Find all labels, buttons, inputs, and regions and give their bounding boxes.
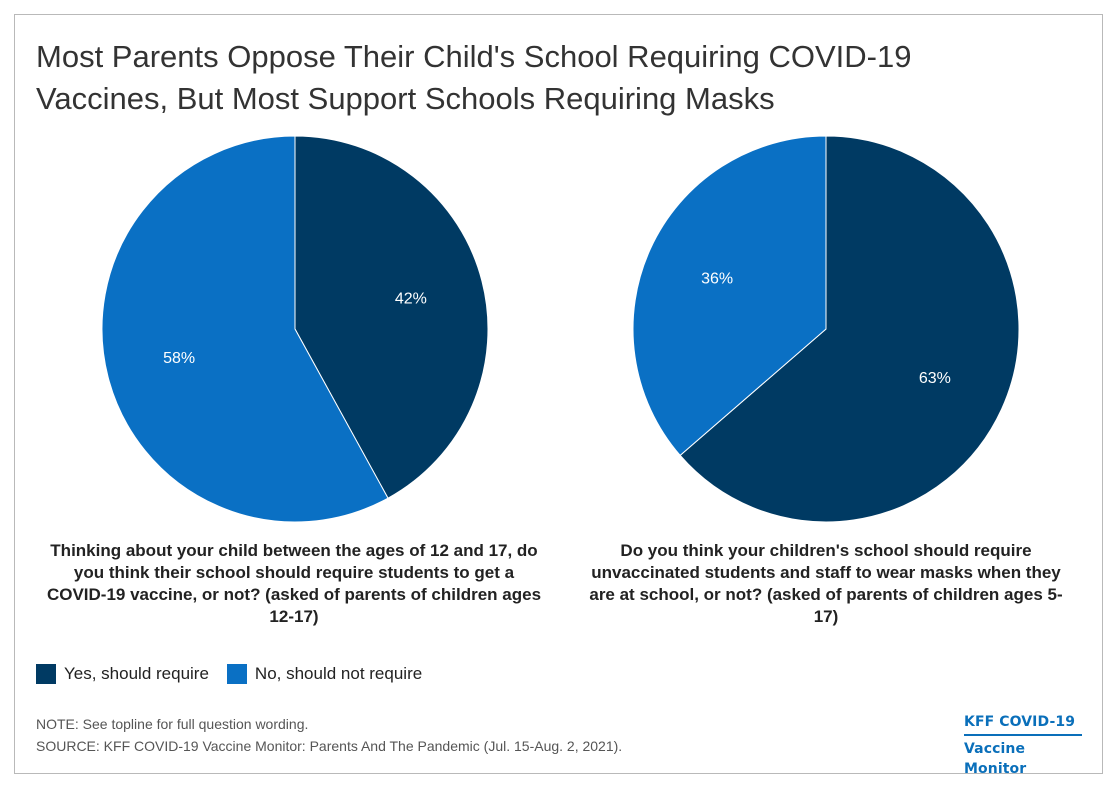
pie-slice-no [101, 135, 389, 523]
pie-data-label-yes: 42% [395, 290, 427, 307]
pie-data-label-no: 58% [163, 350, 195, 367]
legend-item-no: No, should not require [226, 664, 423, 684]
legend-swatch-yes [36, 664, 56, 684]
kff-logo: KFF COVID-19 Vaccine Monitor [964, 712, 1082, 779]
pie-caption-masks: Do you think your children's school shou… [589, 541, 1063, 626]
legend-label-no: No, should not require [254, 664, 423, 683]
pie-slice-yes [294, 135, 489, 499]
note-text: NOTE: See topline for full question word… [36, 716, 309, 732]
legend: Yes, should require No, should not requi… [36, 664, 440, 684]
pie-slice-no [632, 135, 827, 457]
pie-data-label-yes: 63% [919, 370, 951, 387]
logo-line-1: KFF COVID-19 [964, 712, 1082, 736]
legend-item-yes: Yes, should require [36, 664, 209, 684]
pie-chart-vaccine: 42% 58% [101, 135, 489, 523]
pie-slice-yes [679, 135, 1020, 523]
logo-line-2: Vaccine Monitor [964, 741, 1027, 777]
pie-caption-vaccine: Thinking about your child between the ag… [46, 541, 542, 626]
chart-title: Most Parents Oppose Their Child's School… [36, 39, 912, 116]
legend-swatch-no [226, 664, 247, 684]
source-text: SOURCE: KFF COVID-19 Vaccine Monitor: Pa… [36, 738, 623, 754]
pie-chart-masks: 63% 36% [632, 135, 1020, 523]
pie-data-label-no: 36% [701, 271, 733, 288]
legend-label-yes: Yes, should require [64, 664, 209, 683]
